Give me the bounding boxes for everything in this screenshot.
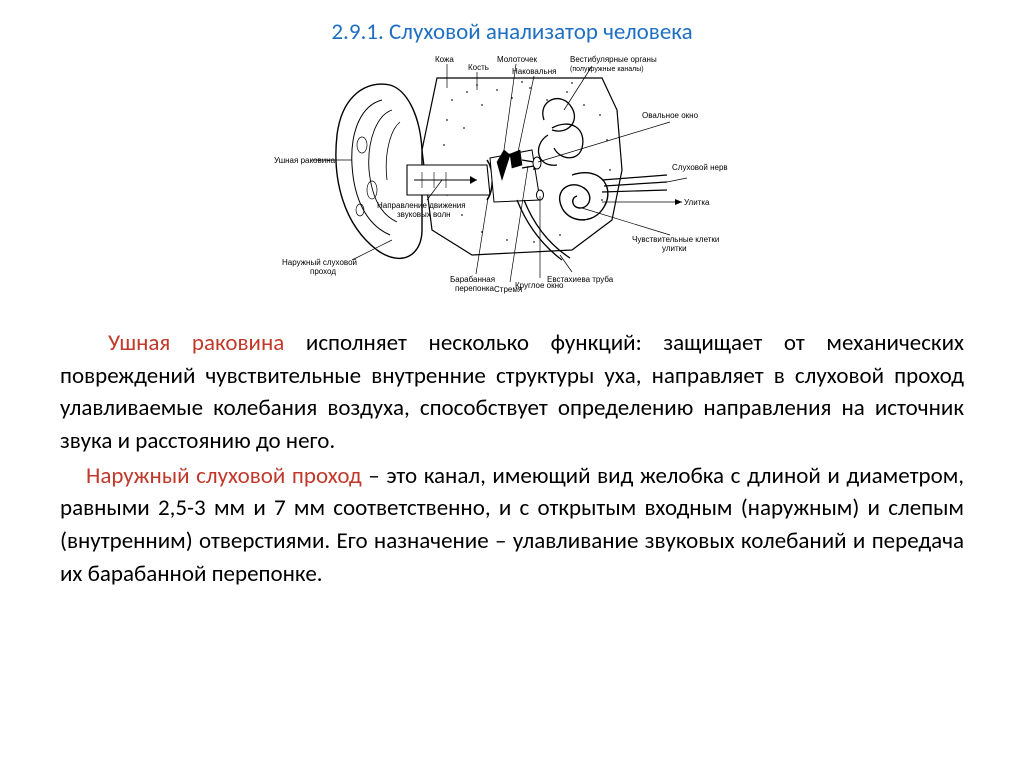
paragraph-1: Ушная раковина исполняет несколько функц… <box>60 327 964 458</box>
label-rakov: Ушная раковина <box>274 156 336 165</box>
label-napr1: Направление движения <box>377 201 466 210</box>
label-krug: Круглое окно <box>515 281 564 290</box>
label-prohod1: Наружный слуховой <box>282 258 357 267</box>
middle-ear <box>490 150 540 202</box>
label-barab1: Барабанная <box>450 275 495 284</box>
ear-anatomy-diagram: Кожа Кость Молоточек Наковальня Вестибул… <box>272 50 752 310</box>
label-ulitka: Улитка <box>684 198 710 207</box>
section-heading: 2.9.1. Слуховой анализатор человека <box>60 18 964 46</box>
label-napr2: звуковых волн <box>397 210 451 219</box>
body-text: Ушная раковина исполняет несколько функц… <box>60 327 964 590</box>
label-nakovalnya: Наковальня <box>512 67 556 76</box>
term-auricle: Ушная раковина <box>108 329 284 357</box>
label-nerve: Слуховой нерв <box>672 163 728 172</box>
diagram-container: Кожа Кость Молоточек Наковальня Вестибул… <box>60 50 964 315</box>
label-cells1: Чувствительные клетки <box>632 235 719 244</box>
label-kost: Кость <box>468 63 489 72</box>
label-prohod2: проход <box>310 267 336 276</box>
label-oval: Овальное окно <box>642 111 699 120</box>
term-canal: Наружный слуховой проход <box>86 462 362 490</box>
label-cells2: улитки <box>662 244 687 253</box>
label-molotochek: Молоточек <box>497 55 538 64</box>
label-vestib2: (полукружные каналы) <box>570 66 644 73</box>
label-kozha: Кожа <box>435 55 454 64</box>
label-stremya: Стремя <box>494 285 522 294</box>
ear-canal <box>407 165 490 195</box>
page-container: 2.9.1. Слуховой анализатор человека <box>0 0 1024 767</box>
label-vestib1: Вестибулярные органы <box>570 55 657 64</box>
oval-window <box>533 157 541 169</box>
paragraph-2: Наружный слуховой проход – это канал, им… <box>60 460 964 591</box>
label-barab2: перепонка <box>455 284 495 293</box>
ear-svg: Кожа Кость Молоточек Наковальня Вестибул… <box>272 50 752 310</box>
